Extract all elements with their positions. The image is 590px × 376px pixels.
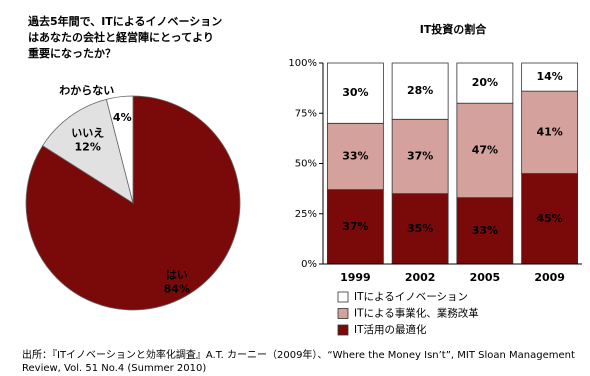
legend-label: ITによる事業化、業務改革: [354, 307, 479, 320]
pie-value-label: 84%: [164, 283, 190, 296]
x-tick-label: 2002: [405, 271, 436, 284]
bar-segment: [456, 197, 514, 265]
pie-label: はい: [166, 269, 188, 282]
source-line: Review, Vol. 51 No.4 (Summer 2010): [22, 363, 206, 374]
bar-segment: [521, 62, 579, 92]
y-tick-label: 75%: [295, 108, 317, 119]
pie-value-label: 4%: [113, 111, 132, 124]
bar-value-label: 28%: [407, 84, 433, 97]
legend-swatch: [337, 291, 349, 303]
bar-segment: [521, 173, 579, 265]
bar-value-label: 30%: [342, 86, 368, 99]
bar-value-label: 35%: [407, 222, 433, 235]
legend-label: IT活用の最適化: [354, 323, 427, 336]
bar-segment: [521, 90, 579, 174]
legend-swatch: [337, 324, 349, 336]
bar-segment: [326, 62, 384, 124]
bar-segment: [391, 62, 449, 120]
y-tick-label: 100%: [288, 58, 317, 69]
bar-segment: [456, 102, 514, 199]
bar-value-label: 45%: [536, 212, 562, 225]
legend-swatch: [337, 308, 349, 319]
pie-label: わからない: [59, 84, 114, 97]
x-tick-label: 2005: [470, 271, 501, 284]
bar-segment: [326, 122, 384, 191]
pie-value-label: 12%: [75, 141, 101, 154]
bar-value-label: 14%: [536, 70, 562, 83]
bar-value-label: 37%: [342, 220, 368, 233]
pie-slice: [105, 95, 134, 204]
bar-value-label: 41%: [536, 125, 562, 138]
y-tick-label: 25%: [295, 209, 317, 220]
legend-label: ITによるイノベーション: [354, 291, 468, 303]
bar-value-label: 47%: [472, 143, 498, 156]
pie-slice: [42, 98, 134, 204]
pie-label: いいえ: [71, 127, 104, 140]
pie-title-line: 重要になったか？: [28, 46, 116, 60]
bar-value-label: 33%: [342, 149, 368, 162]
y-tick-label: 50%: [295, 159, 317, 170]
y-tick-label: 0%: [301, 259, 317, 270]
bar-segment: [326, 189, 384, 265]
bar-segment: [456, 62, 514, 104]
bar-value-label: 20%: [472, 76, 498, 89]
source-line: 出所：『ITイノベーションと効率化調査』A.T. カーニー（2009年）、“Wh…: [22, 348, 575, 361]
bar-title: IT投資の割合: [420, 22, 488, 36]
bar-value-label: 33%: [472, 224, 498, 237]
pie-title-line: はあなたの会社と経営陣にとってより: [28, 30, 214, 44]
x-tick-label: 2009: [534, 271, 565, 284]
pie-title-line: 過去5年間で、ITによるイノベーション: [27, 14, 222, 28]
x-tick-label: 1999: [340, 271, 371, 284]
bar-segment: [391, 118, 449, 195]
pie-slice: [25, 95, 241, 311]
bar-value-label: 37%: [407, 149, 433, 162]
